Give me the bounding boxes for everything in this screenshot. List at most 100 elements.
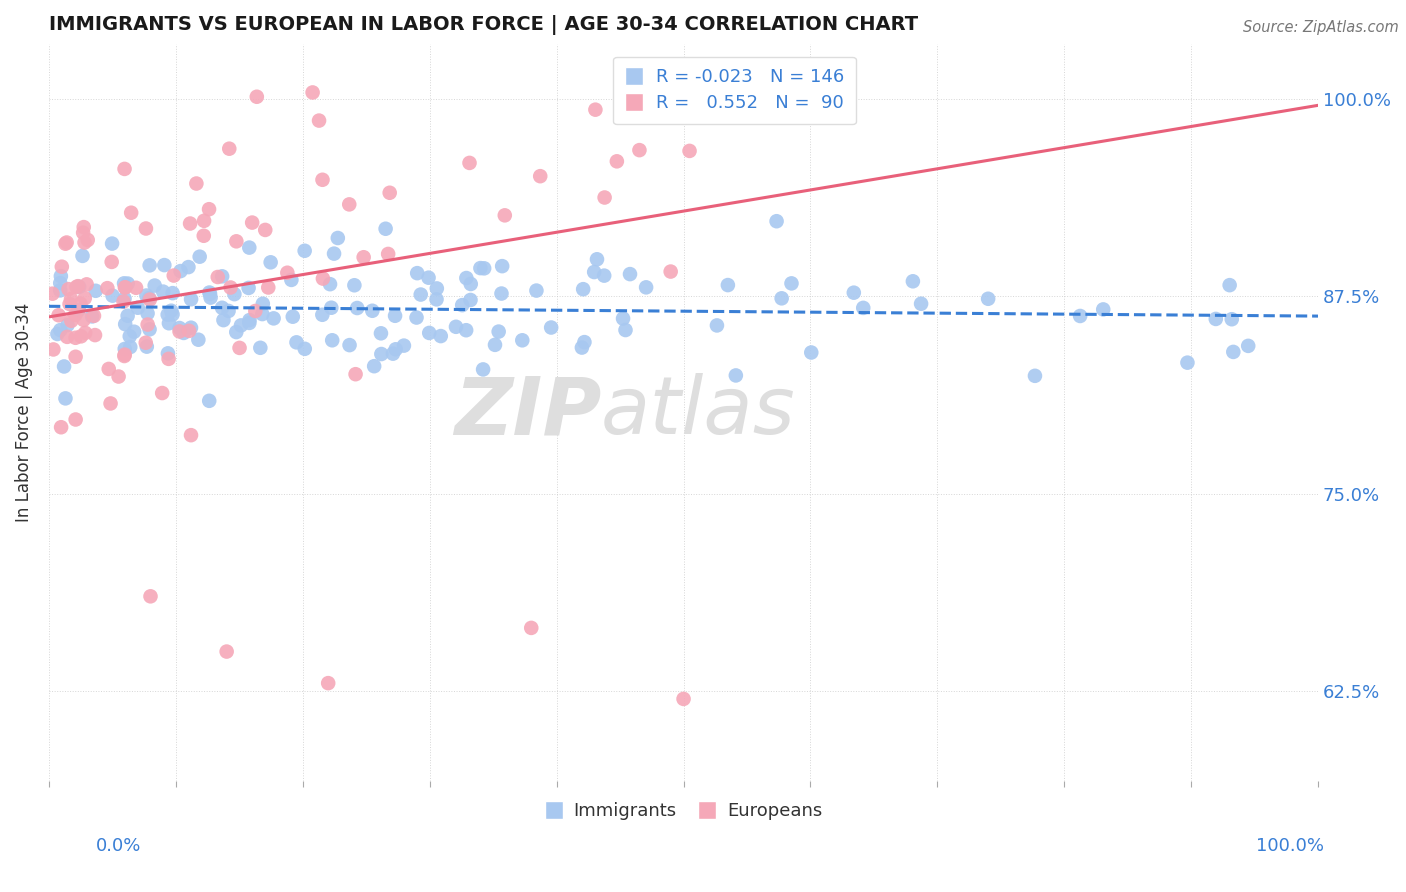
Point bbox=[169, 264, 191, 278]
Point bbox=[460, 277, 482, 291]
Text: ZIP: ZIP bbox=[454, 374, 600, 451]
Point bbox=[112, 277, 135, 291]
Point bbox=[152, 285, 174, 299]
Point bbox=[319, 277, 342, 292]
Point bbox=[901, 274, 924, 288]
Point bbox=[344, 368, 367, 382]
Point bbox=[252, 297, 274, 311]
Point bbox=[852, 301, 875, 315]
Point bbox=[156, 308, 179, 322]
Point bbox=[418, 270, 440, 285]
Point bbox=[361, 303, 384, 318]
Point bbox=[58, 282, 80, 296]
Point bbox=[612, 311, 634, 326]
Point bbox=[363, 359, 385, 374]
Point bbox=[72, 226, 94, 240]
Point bbox=[118, 329, 141, 343]
Point bbox=[135, 335, 157, 350]
Point bbox=[1177, 356, 1199, 370]
Point bbox=[353, 250, 375, 264]
Point bbox=[426, 281, 449, 295]
Point bbox=[491, 286, 513, 301]
Point bbox=[162, 286, 184, 301]
Point bbox=[285, 335, 308, 350]
Point bbox=[139, 293, 162, 307]
Point bbox=[156, 346, 179, 360]
Point bbox=[49, 323, 72, 337]
Text: 100.0%: 100.0% bbox=[1257, 837, 1324, 855]
Point bbox=[83, 309, 105, 323]
Point bbox=[67, 280, 90, 294]
Point bbox=[187, 333, 209, 347]
Point bbox=[55, 235, 77, 250]
Point bbox=[281, 310, 304, 324]
Point bbox=[65, 412, 87, 426]
Point bbox=[659, 264, 682, 278]
Point bbox=[65, 331, 87, 345]
Point bbox=[308, 113, 330, 128]
Point bbox=[460, 293, 482, 307]
Point bbox=[1220, 312, 1243, 326]
Point bbox=[120, 340, 142, 354]
Point bbox=[346, 301, 368, 315]
Point bbox=[49, 276, 72, 290]
Point bbox=[640, 61, 662, 75]
Point bbox=[65, 308, 87, 322]
Point bbox=[294, 244, 316, 258]
Point bbox=[211, 269, 233, 284]
Point bbox=[458, 156, 481, 170]
Point bbox=[114, 292, 136, 306]
Point bbox=[198, 285, 221, 300]
Point bbox=[193, 228, 215, 243]
Point bbox=[114, 348, 136, 362]
Point bbox=[384, 343, 406, 357]
Point bbox=[529, 169, 551, 184]
Point bbox=[770, 291, 793, 305]
Point bbox=[571, 341, 593, 355]
Point bbox=[294, 342, 316, 356]
Legend: Immigrants, Europeans: Immigrants, Europeans bbox=[537, 795, 830, 827]
Point bbox=[472, 362, 495, 376]
Point bbox=[472, 261, 495, 276]
Point bbox=[49, 269, 72, 284]
Point bbox=[72, 313, 94, 327]
Point bbox=[593, 268, 616, 283]
Point bbox=[540, 320, 562, 334]
Point bbox=[572, 282, 595, 296]
Point bbox=[138, 291, 160, 305]
Point bbox=[339, 338, 361, 352]
Point bbox=[780, 277, 803, 291]
Point bbox=[583, 103, 606, 117]
Point bbox=[406, 266, 429, 280]
Point bbox=[593, 190, 616, 204]
Point bbox=[198, 202, 221, 217]
Point bbox=[55, 392, 77, 406]
Point bbox=[100, 255, 122, 269]
Point bbox=[135, 340, 157, 354]
Point bbox=[55, 236, 77, 251]
Point bbox=[977, 292, 1000, 306]
Point bbox=[1024, 368, 1046, 383]
Point bbox=[180, 320, 202, 334]
Point bbox=[249, 341, 271, 355]
Point bbox=[169, 325, 191, 339]
Point bbox=[724, 368, 747, 383]
Point bbox=[82, 310, 104, 324]
Text: atlas: atlas bbox=[600, 374, 796, 451]
Point bbox=[409, 287, 432, 301]
Point bbox=[378, 186, 401, 200]
Point bbox=[276, 266, 298, 280]
Point bbox=[229, 318, 252, 333]
Point bbox=[470, 261, 492, 276]
Point bbox=[138, 322, 160, 336]
Point bbox=[734, 61, 756, 75]
Point bbox=[628, 143, 651, 157]
Point bbox=[1205, 312, 1227, 326]
Point bbox=[198, 393, 221, 408]
Point bbox=[114, 280, 136, 294]
Point bbox=[381, 346, 404, 360]
Point bbox=[323, 246, 346, 260]
Point bbox=[73, 291, 96, 305]
Point bbox=[218, 304, 240, 318]
Point bbox=[311, 308, 333, 322]
